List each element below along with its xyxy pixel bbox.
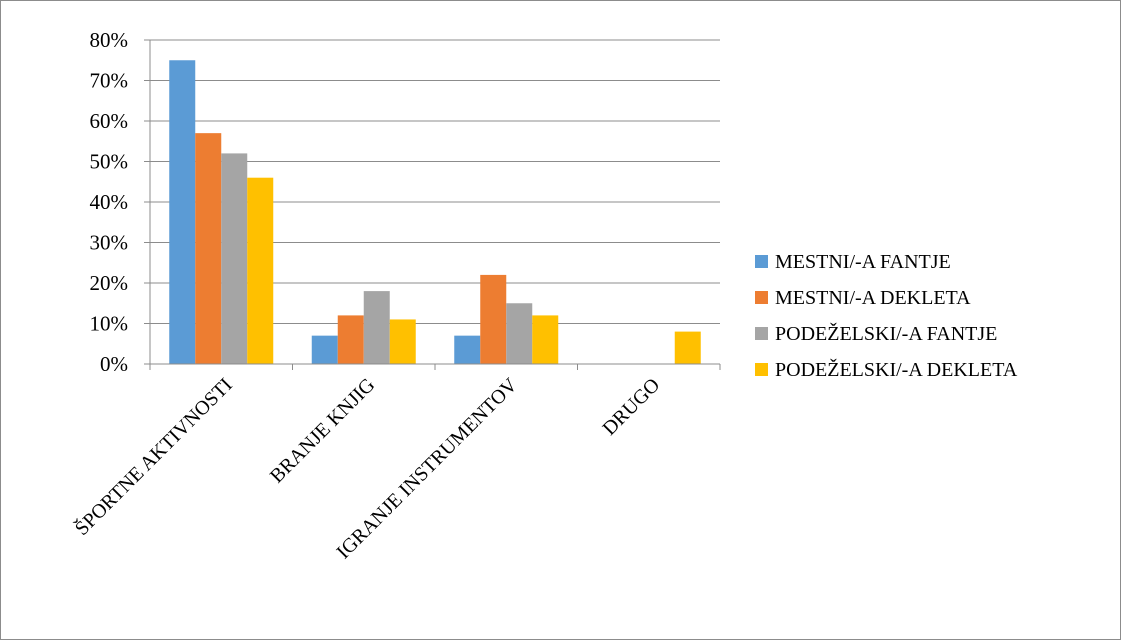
bar	[506, 303, 533, 364]
bar	[337, 315, 364, 364]
bar	[363, 291, 390, 364]
x-category-label: DRUGO	[598, 374, 664, 440]
y-tick-label: 60%	[90, 109, 129, 133]
bar	[311, 335, 338, 364]
axes	[144, 39, 721, 370]
bar	[221, 153, 248, 364]
bar	[247, 177, 274, 364]
legend-label: PODEŽELSKI/-A FANTJE	[775, 322, 997, 345]
y-tick-label: 0%	[100, 352, 128, 376]
legend-label: MESTNI/-A FANTJE	[775, 251, 951, 273]
y-tick-label: 10%	[90, 312, 129, 336]
bars	[169, 60, 701, 364]
bar	[674, 331, 701, 364]
bar	[389, 319, 416, 364]
legend-label: MESTNI/-A DEKLETA	[775, 287, 971, 309]
y-tick-label: 80%	[90, 28, 129, 52]
bar	[195, 133, 222, 364]
bar	[480, 274, 507, 364]
legend-swatch	[755, 327, 768, 340]
legend-swatch	[755, 255, 768, 268]
y-tick-label: 70%	[90, 69, 129, 93]
y-tick-label: 20%	[90, 271, 129, 295]
bar	[169, 60, 196, 364]
legend-swatch	[755, 363, 768, 376]
x-category-label: ŠPORTNE AKTIVNOSTI	[69, 373, 236, 540]
y-tick-labels: 0% 10% 20% 30% 40% 50% 60% 70% 80%	[90, 28, 129, 376]
x-category-label: BRANJE KNJIG	[266, 374, 379, 487]
legend-label: PODEŽELSKI/-A DEKLETA	[775, 358, 1018, 381]
y-tick-label: 50%	[90, 150, 129, 174]
bar	[454, 335, 481, 364]
bar	[532, 315, 559, 364]
legend: MESTNI/-A FANTJE MESTNI/-A DEKLETA PODEŽEL…	[755, 251, 1018, 381]
y-tick-label: 30%	[90, 231, 129, 255]
y-tick-label: 40%	[90, 190, 129, 214]
legend-swatch	[755, 291, 768, 304]
